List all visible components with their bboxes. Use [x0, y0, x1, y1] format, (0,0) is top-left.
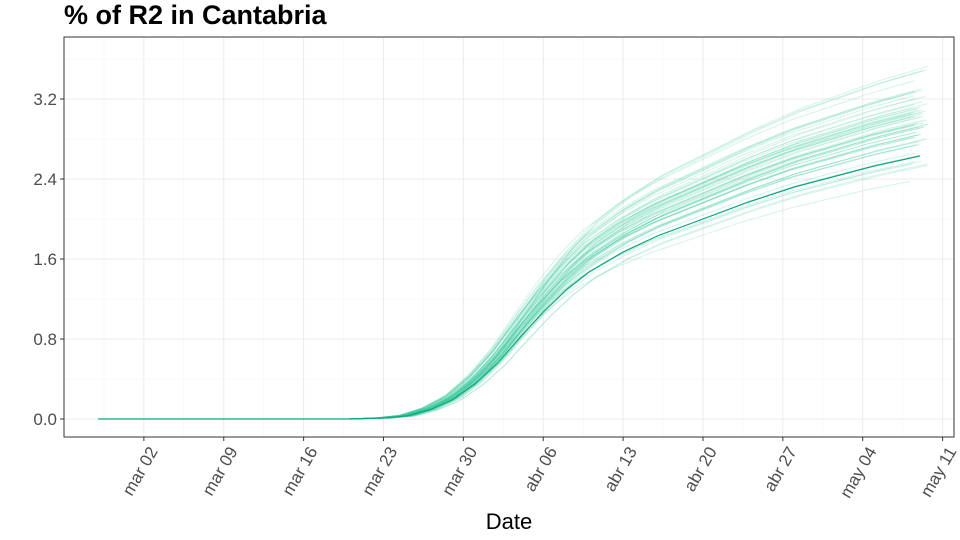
- x-tick-label: abr 27: [760, 444, 801, 495]
- plot-border: [63, 36, 955, 438]
- x-tick-label: mar 09: [199, 444, 242, 499]
- x-tick-label: abr 20: [680, 444, 721, 495]
- x-tick-label: mar 30: [438, 444, 481, 499]
- y-tick-label: 0.8: [33, 330, 57, 349]
- chart-title: % of R2 in Cantabria: [64, 0, 328, 30]
- x-tick-label: may 11: [917, 444, 960, 501]
- y-tick-label: 2.4: [33, 170, 57, 189]
- x-tick-label: may 04: [836, 444, 880, 502]
- plot-panel: [64, 37, 954, 437]
- minor-gridlines: [64, 37, 954, 437]
- major-gridlines: [64, 37, 954, 437]
- y-axis: 0.0 0.8 1.6 2.4 3.2: [33, 90, 64, 429]
- x-axis: mar 02 mar 09 mar 16 mar 23 mar 30 abr 06 abr …: [119, 437, 960, 501]
- x-tick-label: mar 16: [279, 444, 322, 499]
- x-tick-label: abr 13: [600, 444, 641, 495]
- x-tick-label: mar 23: [358, 444, 401, 499]
- main-series-group: [98, 155, 920, 420]
- y-tick-label: 1.6: [33, 250, 57, 269]
- x-tick-label: abr 06: [521, 444, 562, 495]
- y-tick-label: 3.2: [33, 90, 57, 109]
- x-tick-label: mar 02: [119, 444, 162, 499]
- y-tick-label: 0.0: [33, 410, 57, 429]
- x-axis-title: Date: [486, 509, 532, 534]
- main-series-line: [98, 155, 920, 420]
